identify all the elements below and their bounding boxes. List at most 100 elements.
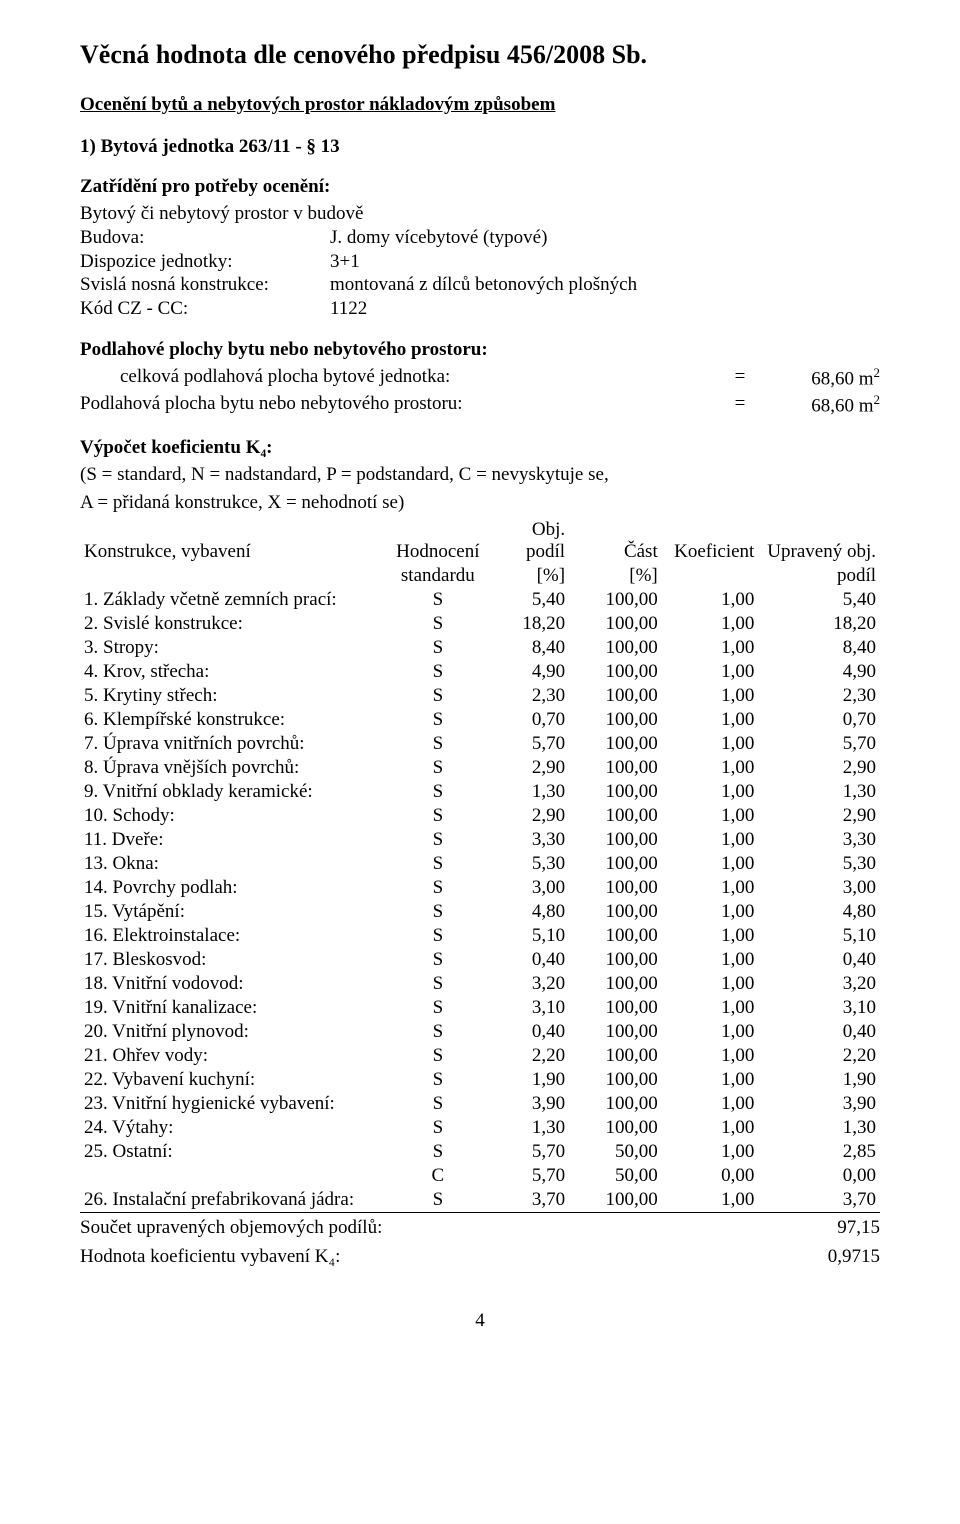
coefficient: 1,00: [662, 828, 759, 852]
floor-line-2-label: Podlahová plocha bytu nebo nebytového pr…: [80, 392, 720, 419]
table-row: 3. Stropy:S8,40100,001,008,40: [80, 636, 880, 660]
part-pct: 100,00: [569, 876, 662, 900]
part-pct: 100,00: [569, 1020, 662, 1044]
classification-line: Bytový či nebytový prostor v budově: [80, 202, 880, 226]
construction-name: 26. Instalační prefabrikovaná jádra:: [80, 1188, 389, 1213]
adjusted-share: 2,30: [758, 684, 880, 708]
part-pct: 100,00: [569, 636, 662, 660]
coefficient: 1,00: [662, 1116, 759, 1140]
table-row: 4. Krov, střecha:S4,90100,001,004,90: [80, 660, 880, 684]
table-row: 26. Instalační prefabrikovaná jádra:S3,7…: [80, 1188, 880, 1213]
table-row: 8. Úprava vnějších povrchů:S2,90100,001,…: [80, 756, 880, 780]
equals-sign: =: [720, 392, 760, 419]
obj-share: 3,90: [486, 1092, 569, 1116]
classification-line: Dispozice jednotky:3+1: [80, 250, 880, 274]
obj-share: 2,90: [486, 804, 569, 828]
col-adjusted-2: podíl: [758, 564, 880, 588]
table-row: 11. Dveře:S3,30100,001,003,30: [80, 828, 880, 852]
coefficient: 1,00: [662, 1092, 759, 1116]
construction-name: 20. Vnitřní plynovod:: [80, 1020, 389, 1044]
adjusted-share: 1,30: [758, 1116, 880, 1140]
construction-name: 2. Svislé konstrukce:: [80, 612, 389, 636]
obj-share: 3,30: [486, 828, 569, 852]
construction-name: 14. Povrchy podlah:: [80, 876, 389, 900]
part-pct: 100,00: [569, 684, 662, 708]
unit-heading: 1) Bytová jednotka 263/11 - § 13: [80, 136, 880, 158]
col-rating-2: standardu: [389, 564, 486, 588]
k4-legend-2: A = přidaná konstrukce, X = nehodnotí se…: [80, 491, 880, 515]
floor-heading: Podlahové plochy bytu nebo nebytového pr…: [80, 339, 880, 361]
table-row: 21. Ohřev vody:S2,20100,001,002,20: [80, 1044, 880, 1068]
table-header-row-2: standardu [%] [%] podíl: [80, 564, 880, 588]
coefficient: 1,00: [662, 660, 759, 684]
construction-name: 15. Vytápění:: [80, 900, 389, 924]
rating-value: S: [389, 708, 486, 732]
obj-share: 0,40: [486, 1020, 569, 1044]
adjusted-share: 2,85: [758, 1140, 880, 1164]
part-pct: 50,00: [569, 1140, 662, 1164]
classification-line: Svislá nosná konstrukce:montovaná z dílc…: [80, 273, 880, 297]
rating-value: S: [389, 636, 486, 660]
document-page: Věcná hodnota dle cenového předpisu 456/…: [0, 0, 960, 1372]
adjusted-share: 2,90: [758, 804, 880, 828]
construction-name: 24. Výtahy:: [80, 1116, 389, 1140]
part-pct: 100,00: [569, 756, 662, 780]
rating-value: S: [389, 780, 486, 804]
table-row: 9. Vnitřní obklady keramické:S 1,30 100,00…: [80, 780, 880, 804]
floor-line-2-value: 68,60 m2: [760, 392, 880, 419]
coefficient: 1,00: [662, 996, 759, 1020]
rating-value: S: [389, 660, 486, 684]
coefficient: 1,00: [662, 876, 759, 900]
table-header-row-1: Konstrukce, vybavení Hodnocení Obj. podí…: [80, 518, 880, 564]
col-part-2: [%]: [569, 564, 662, 588]
classification-key: Bytový či nebytový prostor v budově: [80, 202, 363, 226]
obj-share: 2,90: [486, 756, 569, 780]
col-objshare-1: Obj. podíl: [486, 518, 569, 564]
floor-line-1: celková podlahová plocha bytové jednotka…: [80, 365, 880, 392]
obj-share: 5,70: [486, 1164, 569, 1188]
rating-value: S: [389, 804, 486, 828]
coefficient: 1,00: [662, 1020, 759, 1044]
table-row: 22. Vybavení kuchyní:S1,90100,001,001,90: [80, 1068, 880, 1092]
adjusted-share: 5,40: [758, 588, 880, 612]
table-row: 20. Vnitřní plynovod:S0,40100,001,000,40: [80, 1020, 880, 1044]
rating-value: S: [389, 876, 486, 900]
obj-share: 2,20: [486, 1044, 569, 1068]
rating-value: S: [389, 1116, 486, 1140]
adjusted-share: 2,20: [758, 1044, 880, 1068]
part-pct: 100,00: [569, 1068, 662, 1092]
rating-value: C: [389, 1164, 486, 1188]
construction-name: 6. Klempířské konstrukce:: [80, 708, 389, 732]
adjusted-share: 0,70: [758, 708, 880, 732]
table-row: 6. Klempířské konstrukce:S0,70100,001,00…: [80, 708, 880, 732]
part-pct: 100,00: [569, 612, 662, 636]
page-title: Věcná hodnota dle cenového předpisu 456/…: [80, 40, 880, 70]
part-pct: 100,00: [569, 1116, 662, 1140]
construction-name: 9. Vnitřní obklady keramické:: [80, 780, 389, 804]
table-row: 5. Krytiny střech:S2,30100,001,002,30: [80, 684, 880, 708]
construction-name: 8. Úprava vnějších povrchů:: [80, 756, 389, 780]
table-row: 24. Výtahy:S1,30100,001,001,30: [80, 1116, 880, 1140]
adjusted-share: 1,30: [758, 780, 880, 804]
part-pct: 100,00: [569, 780, 662, 804]
obj-share: 5,30: [486, 852, 569, 876]
valuation-subtitle: Ocenění bytů a nebytových prostor náklad…: [80, 94, 880, 116]
obj-share: 3,00: [486, 876, 569, 900]
table-row: 25. Ostatní:S5,7050,001,002,85: [80, 1140, 880, 1164]
col-construction: Konstrukce, vybavení: [80, 518, 389, 564]
part-pct: 100,00: [569, 852, 662, 876]
rating-value: S: [389, 972, 486, 996]
classification-value: 1122: [330, 297, 880, 321]
k4-legend-1: (S = standard, N = nadstandard, P = pods…: [80, 463, 880, 487]
coefficient: 1,00: [662, 1188, 759, 1213]
adjusted-share: 18,20: [758, 612, 880, 636]
adjusted-share: 0,40: [758, 948, 880, 972]
part-pct: 100,00: [569, 804, 662, 828]
part-pct: 100,00: [569, 1092, 662, 1116]
coefficient: 1,00: [662, 972, 759, 996]
floor-line-2: Podlahová plocha bytu nebo nebytového pr…: [80, 392, 880, 419]
obj-share: 0,40: [486, 948, 569, 972]
coefficient: 1,00: [662, 588, 759, 612]
adjusted-share: 5,10: [758, 924, 880, 948]
construction-name: 19. Vnitřní kanalizace:: [80, 996, 389, 1020]
